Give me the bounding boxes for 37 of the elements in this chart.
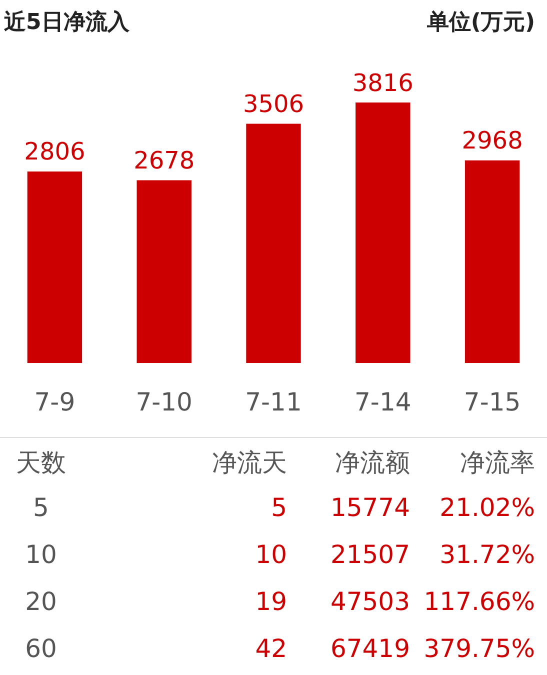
text: 5 [32,493,50,522]
data-label: 2968 [462,126,523,155]
text: 10 [24,540,58,569]
text: 天数 [15,447,67,479]
bar [246,124,301,363]
chart-subtitle: 单位(万元) [426,9,535,37]
data-label: 3816 [352,68,414,97]
data-label: 3506 [242,90,304,118]
text: 67419 [330,634,410,663]
x-tick-label: 7-10 [136,388,192,416]
text: 5 [271,493,287,522]
text: 379.75% [424,634,535,663]
chart-title: 近5日净流入 [4,8,130,37]
text: 19 [255,587,287,616]
text: 21.02% [440,493,535,522]
bar [136,180,192,363]
text: 净流天 [212,447,287,479]
text: 净流率 [460,447,535,479]
text: 20 [24,587,58,616]
bar [27,171,82,363]
x-tick-label: 7-14 [354,388,412,416]
x-tick-label: 7-15 [464,388,521,416]
text: 10 [255,540,287,569]
text: 31.72% [440,540,535,569]
bar [356,102,410,363]
text: 60 [24,634,58,663]
text: 21507 [330,540,410,569]
data-label: 2806 [24,138,86,166]
data-label: 2678 [134,146,195,174]
bar [464,160,520,363]
text: 净流额 [335,447,410,479]
text: 47503 [330,587,410,616]
x-tick-label: 7-11 [245,388,302,416]
x-tick-label: 7-9 [34,388,76,416]
text: 42 [255,634,287,663]
text: 15774 [330,493,410,522]
text: 117.66% [424,587,535,616]
